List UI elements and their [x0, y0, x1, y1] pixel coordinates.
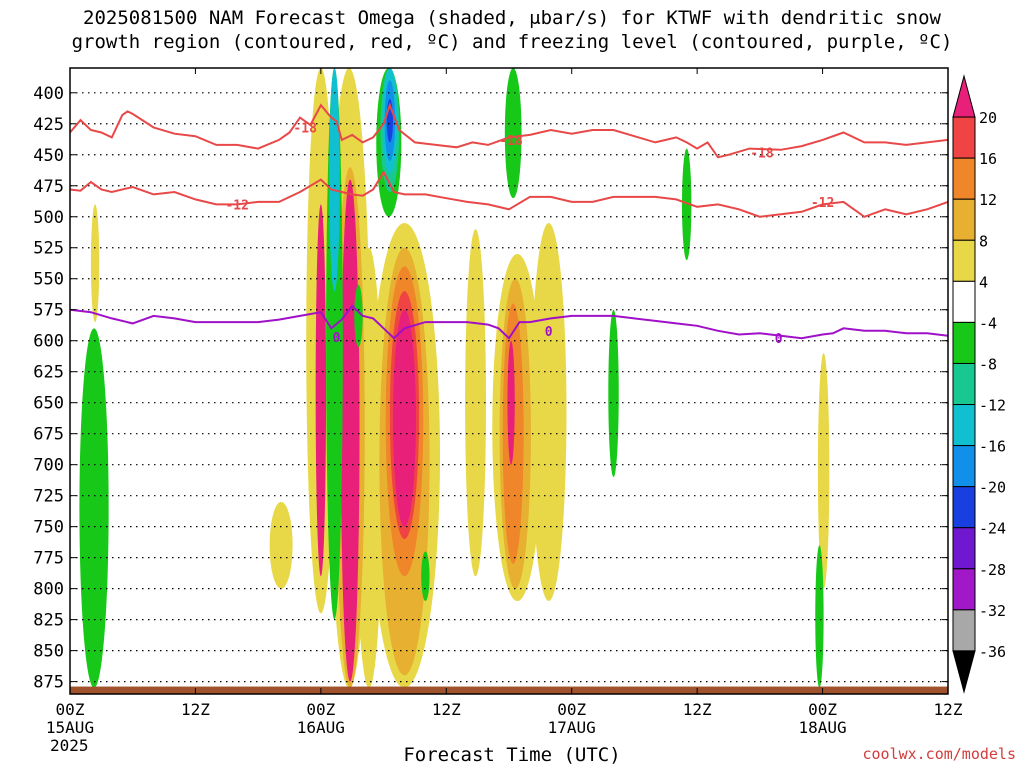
colorbar-swatch — [952, 198, 976, 241]
y-tick-label: 650 — [33, 394, 64, 414]
contour-lines: -18 -18 -18 -12 -12 0 0 0 — [70, 102, 948, 347]
colorbar-label: -32 — [979, 602, 1006, 620]
contour-label: 0 — [775, 332, 783, 347]
colorbar-label: -4 — [979, 314, 997, 332]
omega-region-pos20 — [392, 309, 416, 527]
colorbar-label: -16 — [979, 438, 1006, 456]
colorbar-label: 8 — [979, 232, 988, 250]
y-tick-label: 725 — [33, 487, 64, 507]
colorbar-cap-top — [952, 74, 976, 118]
omega-region-neg12 — [329, 68, 340, 292]
contour-label: -12 — [225, 198, 248, 213]
colorbar-label: -12 — [979, 397, 1006, 415]
x-tick-year-label: 2025 — [50, 736, 89, 755]
y-tick-label: 850 — [33, 642, 64, 662]
x-tick-label: 00Z — [306, 700, 335, 719]
colorbar-swatch — [952, 239, 976, 282]
contour-label: 0 — [333, 331, 341, 346]
colorbar-swatch — [952, 321, 976, 364]
y-tick-label: 750 — [33, 518, 64, 538]
colorbar-label: 12 — [979, 191, 997, 209]
colorbar-swatch — [952, 486, 976, 529]
colorbar-swatch — [952, 609, 976, 652]
contour-line-0 — [70, 304, 948, 340]
y-tick-label: 800 — [33, 580, 64, 600]
y-tick-label: 700 — [33, 456, 64, 476]
x-tick-date-label: 17AUG — [548, 718, 596, 737]
omega-region-pos20 — [315, 204, 327, 577]
y-tick-label: 425 — [33, 115, 64, 135]
colorbar-swatch — [952, 404, 976, 447]
omega-region-pos4 — [465, 229, 487, 577]
y-tick-label: 875 — [33, 673, 64, 693]
colorbar-swatch — [952, 362, 976, 406]
colorbar-swatch — [952, 157, 976, 200]
contour-label: 0 — [545, 325, 553, 340]
colorbar-label: -20 — [979, 479, 1006, 497]
colorbar-swatch — [952, 280, 976, 323]
colorbar-label: -28 — [979, 561, 1006, 579]
terrain-strip — [70, 686, 948, 694]
omega-region-neg4 — [421, 551, 430, 602]
colorbar-label: -8 — [979, 355, 997, 373]
x-axis-label: Forecast Time (UTC) — [403, 744, 621, 766]
omega-region-pos4 — [90, 204, 100, 323]
omega-region-neg4 — [815, 545, 824, 688]
colorbar-label: -36 — [979, 643, 1006, 661]
x-tick-label: 00Z — [557, 700, 586, 719]
colorbar-swatch — [952, 445, 976, 488]
y-tick-label: 500 — [33, 208, 64, 228]
contour-label: -18 — [499, 134, 523, 149]
omega-region-neg4 — [608, 309, 619, 478]
colorbar-cap-bottom — [952, 650, 976, 694]
y-tick-label: 475 — [33, 177, 64, 197]
y-tick-label: 400 — [33, 84, 64, 104]
x-tick-date-label: 16AUG — [297, 718, 345, 737]
colorbar-label: -24 — [979, 520, 1006, 538]
omega-region-pos20 — [340, 179, 360, 682]
colorbar-label: 20 — [979, 109, 997, 127]
y-tick-label: 675 — [33, 425, 64, 445]
credit-link[interactable]: coolwx.com/models — [862, 745, 1016, 763]
x-tick-label: 12Z — [432, 700, 461, 719]
omega-region-pos4 — [530, 222, 567, 602]
x-tick-label: 12Z — [181, 700, 210, 719]
omega-region-pos4 — [817, 353, 830, 589]
omega-region-neg4 — [504, 68, 522, 199]
x-tick-date-label: 15AUG — [46, 718, 94, 737]
y-tick-label: 525 — [33, 239, 64, 259]
colorbar-swatch — [952, 116, 976, 159]
colorbar-label: 4 — [979, 273, 988, 291]
contour-label: -18 — [293, 122, 317, 137]
y-tick-label: 825 — [33, 611, 64, 631]
omega-region-neg4 — [354, 284, 363, 347]
chart-title-line1: 2025081500 NAM Forecast Omega (shaded, μ… — [83, 7, 941, 29]
y-tick-label: 775 — [33, 549, 64, 569]
contour-line-minus18 — [70, 102, 948, 159]
y-tick-label: 625 — [33, 363, 64, 383]
plot-frame — [69, 67, 949, 695]
y-tick-label: 550 — [33, 270, 64, 290]
grid-lines — [70, 92, 948, 683]
colorbar-swatch — [952, 527, 976, 570]
x-tick-label: 12Z — [934, 700, 963, 719]
y-tick-label: 600 — [33, 332, 64, 352]
omega-region-neg4 — [79, 328, 109, 688]
contour-label: -12 — [811, 196, 834, 211]
contour-line-minus12 — [70, 170, 948, 218]
x-tick-label: 12Z — [683, 700, 712, 719]
chart-title: 2025081500 NAM Forecast Omega (shaded, μ… — [0, 6, 1024, 54]
omega-region-pos4 — [269, 501, 293, 589]
x-tick-label: 00Z — [56, 700, 85, 719]
omega-region-neg4 — [681, 148, 692, 261]
y-tick-label: 450 — [33, 146, 64, 166]
contour-label: -18 — [750, 146, 774, 161]
x-tick-label: 00Z — [808, 700, 837, 719]
chart-title-line2: growth region (contoured, red, ºC) and f… — [71, 31, 953, 53]
y-tick-label: 575 — [33, 301, 64, 321]
colorbar-swatch — [952, 568, 976, 611]
colorbar-label: 16 — [979, 150, 997, 168]
x-tick-date-label: 18AUG — [798, 718, 846, 737]
